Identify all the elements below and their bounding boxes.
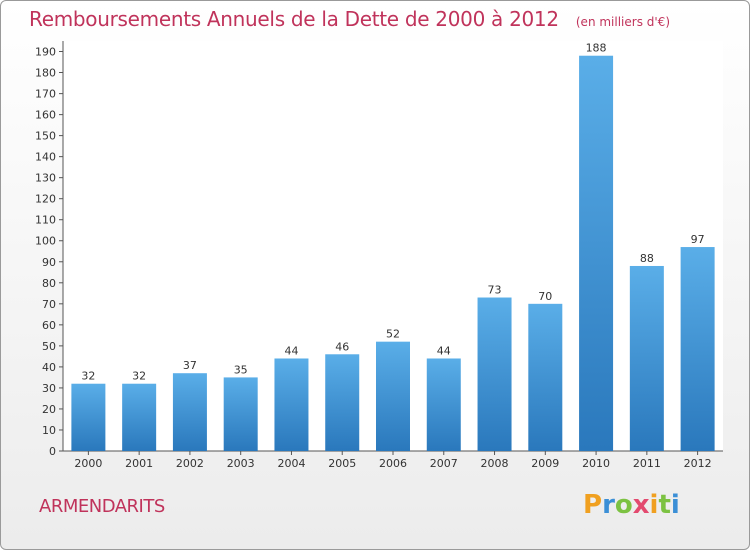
x-tick-label: 2008 xyxy=(481,457,509,470)
place-name: ARMENDARITS xyxy=(39,496,165,517)
y-tick-label: 90 xyxy=(42,256,56,269)
y-tick-label: 70 xyxy=(42,298,56,311)
x-tick-label: 2003 xyxy=(227,457,255,470)
bar xyxy=(629,265,664,451)
bar xyxy=(274,358,309,451)
x-tick-label: 2011 xyxy=(633,457,661,470)
y-tick-label: 190 xyxy=(35,46,56,59)
x-tick-label: 2005 xyxy=(328,457,356,470)
bar xyxy=(122,383,157,451)
bar xyxy=(528,303,563,451)
chart-title: Remboursements Annuels de la Dette de 20… xyxy=(29,7,559,31)
bar-value-label: 35 xyxy=(234,363,248,376)
x-tick-label: 2012 xyxy=(684,457,712,470)
bar-value-label: 44 xyxy=(437,344,451,357)
y-tick-label: 140 xyxy=(35,151,56,164)
bar xyxy=(325,354,360,451)
bar-value-label: 188 xyxy=(586,42,607,55)
bar-value-label: 46 xyxy=(335,340,349,353)
bar-value-label: 97 xyxy=(691,233,705,246)
x-tick-label: 2007 xyxy=(430,457,458,470)
y-tick-label: 130 xyxy=(35,172,56,185)
bar xyxy=(426,358,461,451)
x-tick-label: 2010 xyxy=(582,457,610,470)
y-tick-label: 170 xyxy=(35,88,56,101)
y-tick-label: 50 xyxy=(42,340,56,353)
x-tick-label: 2009 xyxy=(531,457,559,470)
x-tick-label: 2004 xyxy=(277,457,305,470)
y-tick-label: 0 xyxy=(49,445,56,458)
bar-value-label: 52 xyxy=(386,328,400,341)
y-tick-label: 120 xyxy=(35,193,56,206)
proxiti-logo: Proxiti xyxy=(583,490,680,520)
bar-value-label: 73 xyxy=(488,284,502,297)
bar-value-label: 32 xyxy=(132,370,146,383)
x-tick-label: 2002 xyxy=(176,457,204,470)
x-tick-label: 2001 xyxy=(125,457,153,470)
y-tick-label: 60 xyxy=(42,319,56,332)
bar-value-label: 70 xyxy=(538,290,552,303)
y-tick-label: 100 xyxy=(35,235,56,248)
title-row: Remboursements Annuels de la Dette de 20… xyxy=(29,7,670,31)
y-tick-label: 80 xyxy=(42,277,56,290)
bar xyxy=(223,377,258,451)
bar-value-label: 88 xyxy=(640,252,654,265)
y-tick-label: 150 xyxy=(35,130,56,143)
x-tick-label: 2006 xyxy=(379,457,407,470)
y-tick-label: 160 xyxy=(35,109,56,122)
bar xyxy=(71,383,106,451)
y-tick-label: 30 xyxy=(42,382,56,395)
y-tick-label: 10 xyxy=(42,424,56,437)
bar xyxy=(172,373,207,451)
bar xyxy=(477,297,512,451)
y-tick-label: 40 xyxy=(42,361,56,374)
bar xyxy=(376,341,410,451)
chart-unit: (en milliers d'€) xyxy=(575,15,670,29)
y-tick-label: 110 xyxy=(35,214,56,227)
bar xyxy=(579,55,614,451)
bar-value-label: 32 xyxy=(81,370,95,383)
bar-value-label: 44 xyxy=(284,344,298,357)
y-tick-label: 180 xyxy=(35,67,56,80)
y-tick-label: 20 xyxy=(42,403,56,416)
x-tick-label: 2000 xyxy=(74,457,102,470)
bar-value-label: 37 xyxy=(183,359,197,372)
bar xyxy=(680,247,715,451)
